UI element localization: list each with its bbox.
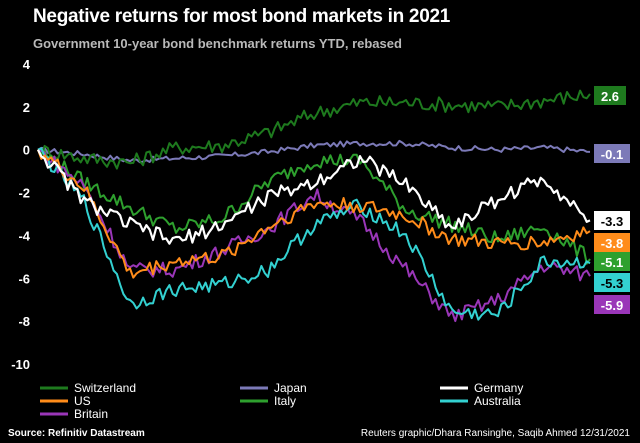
y-tick-label: 0 — [23, 143, 30, 158]
legend-item-italy: Italy — [240, 394, 296, 408]
svg-text:Germany: Germany — [474, 381, 523, 395]
y-tick-label: -4 — [18, 228, 30, 243]
svg-text:-5.9: -5.9 — [601, 298, 623, 313]
legend-item-us: US — [40, 394, 91, 408]
svg-text:Japan: Japan — [274, 381, 307, 395]
source-note: Source: Refinitiv Datastream — [8, 428, 145, 439]
y-tick-label: -10 — [11, 357, 30, 372]
svg-text:-5.3: -5.3 — [601, 276, 623, 291]
end-label-britain: -5.9 — [594, 295, 630, 314]
legend-item-britain: Britain — [40, 407, 108, 421]
svg-text:US: US — [74, 394, 91, 408]
legend-item-germany: Germany — [440, 381, 523, 395]
svg-text:Italy: Italy — [274, 394, 296, 408]
svg-text:-3.3: -3.3 — [601, 214, 623, 229]
series-line-germany — [37, 149, 591, 245]
svg-text:-5.1: -5.1 — [601, 255, 623, 270]
end-label-us: -3.8 — [594, 233, 630, 252]
y-tick-label: 4 — [23, 57, 31, 72]
end-label-italy: -5.1 — [594, 252, 630, 271]
svg-text:Switzerland: Switzerland — [74, 381, 136, 395]
series-line-us — [37, 149, 591, 279]
legend-item-switzerland: Switzerland — [40, 381, 136, 395]
end-label-australia: -5.3 — [594, 273, 630, 292]
series-line-switzerland — [37, 89, 591, 170]
legend-item-australia: Australia — [440, 394, 521, 408]
credit-note: Reuters graphic/Dhara Ransinghe, Saqib A… — [360, 428, 630, 439]
y-tick-label: 2 — [23, 100, 30, 115]
svg-text:-0.1: -0.1 — [601, 147, 623, 162]
legend-item-japan: Japan — [240, 381, 307, 395]
end-label-switzerland: 2.6 — [594, 86, 626, 105]
y-tick-label: -6 — [18, 271, 30, 286]
chart-subtitle: Government 10-year bond benchmark return… — [33, 36, 402, 51]
series-line-britain — [37, 148, 591, 323]
y-tick-label: -8 — [18, 314, 30, 329]
series-line-italy — [37, 149, 591, 265]
chart-title: Negative returns for most bond markets i… — [33, 6, 450, 27]
svg-text:Britain: Britain — [74, 407, 108, 421]
end-label-japan: -0.1 — [594, 144, 630, 163]
end-label-germany: -3.3 — [594, 211, 630, 230]
svg-text:2.6: 2.6 — [601, 89, 619, 104]
y-tick-label: -2 — [18, 186, 30, 201]
svg-text:-3.8: -3.8 — [601, 236, 623, 251]
svg-text:Australia: Australia — [474, 394, 521, 408]
series-line-japan — [37, 139, 591, 164]
series-line-australia — [37, 147, 591, 321]
